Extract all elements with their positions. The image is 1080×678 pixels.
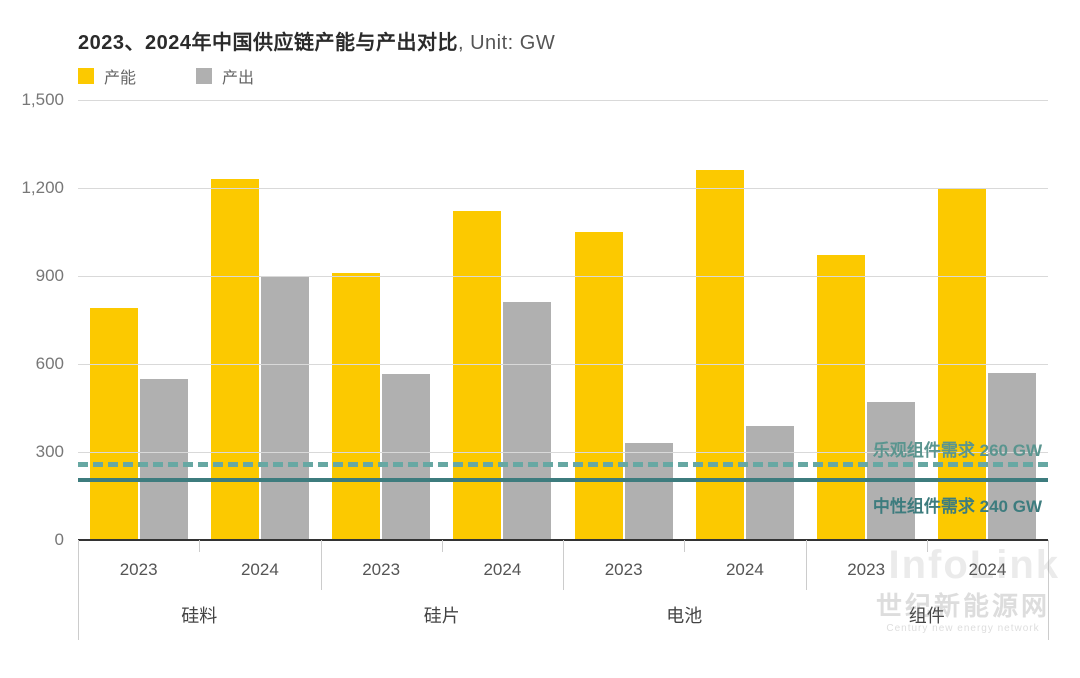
watermark-site-en: Century new energy network (876, 623, 1050, 634)
bar-output (503, 302, 551, 540)
x-year-label: 2024 (241, 560, 279, 580)
x-year-label: 2024 (726, 560, 764, 580)
x-year-label: 2023 (362, 560, 400, 580)
y-tick-label: 900 (36, 266, 78, 286)
bar-output (625, 443, 673, 540)
x-group-separator (563, 540, 564, 590)
legend-swatch-capacity (78, 68, 94, 84)
watermark-site-cn: 世纪新能源网 (876, 586, 1050, 623)
y-tick-label: 300 (36, 442, 78, 462)
chart-container: 2023、2024年中国供应链产能与产出对比, Unit: GW 产能 产出 0… (0, 0, 1080, 678)
gridline (78, 276, 1048, 277)
title-unit: , Unit: GW (458, 32, 555, 54)
y-tick-label: 1,200 (21, 178, 78, 198)
legend: 产能 产出 (78, 64, 254, 88)
bar-capacity (575, 232, 623, 540)
x-year-label: 2023 (847, 560, 885, 580)
reference-line-label: 中性组件需求 240 GW (873, 492, 1042, 517)
y-tick-label: 1,500 (21, 90, 78, 110)
legend-swatch-output (196, 68, 212, 84)
x-group-label: 电池 (666, 602, 702, 628)
bar-output (382, 374, 430, 540)
watermark-site: 世纪新能源网 Century new energy network (876, 586, 1050, 634)
x-year-separator (442, 540, 443, 552)
bar-capacity (332, 273, 380, 540)
bars-layer (78, 100, 1048, 540)
x-group-label: 硅片 (424, 602, 460, 628)
x-year-label: 2023 (605, 560, 643, 580)
y-tick-label: 600 (36, 354, 78, 374)
x-group-separator (321, 540, 322, 590)
bar-output (140, 379, 188, 540)
gridline (78, 100, 1048, 101)
y-tick-label: 0 (55, 530, 78, 550)
watermark-infolink: InfoLink (888, 543, 1060, 588)
legend-item-capacity: 产能 (78, 64, 136, 88)
x-year-separator (199, 540, 200, 552)
x-year-label: 2024 (483, 560, 521, 580)
bar-capacity (696, 170, 744, 540)
x-group-separator (78, 540, 79, 640)
reference-line-label: 乐观组件需求 260 GW (873, 436, 1042, 461)
bar-capacity (211, 179, 259, 540)
x-group-separator (806, 540, 807, 590)
bar-capacity (90, 308, 138, 540)
bar-capacity (817, 255, 865, 540)
chart-title: 2023、2024年中国供应链产能与产出对比, Unit: GW (78, 26, 555, 55)
gridline (78, 188, 1048, 189)
reference-line (78, 478, 1048, 482)
legend-label-capacity: 产能 (104, 64, 136, 88)
plot-area: 03006009001,2001,500乐观组件需求 260 GW中性组件需求 … (78, 100, 1048, 540)
legend-item-output: 产出 (196, 64, 254, 88)
x-group-label: 硅料 (181, 602, 217, 628)
x-year-label: 2023 (120, 560, 158, 580)
bar-output (746, 426, 794, 540)
title-main: 2023、2024年中国供应链产能与产出对比 (78, 32, 458, 54)
reference-line (78, 462, 1048, 467)
gridline (78, 364, 1048, 365)
bar-capacity (453, 211, 501, 540)
legend-label-output: 产出 (222, 64, 254, 88)
bar-output (261, 276, 309, 540)
x-year-separator (684, 540, 685, 552)
bar-output (867, 402, 915, 540)
